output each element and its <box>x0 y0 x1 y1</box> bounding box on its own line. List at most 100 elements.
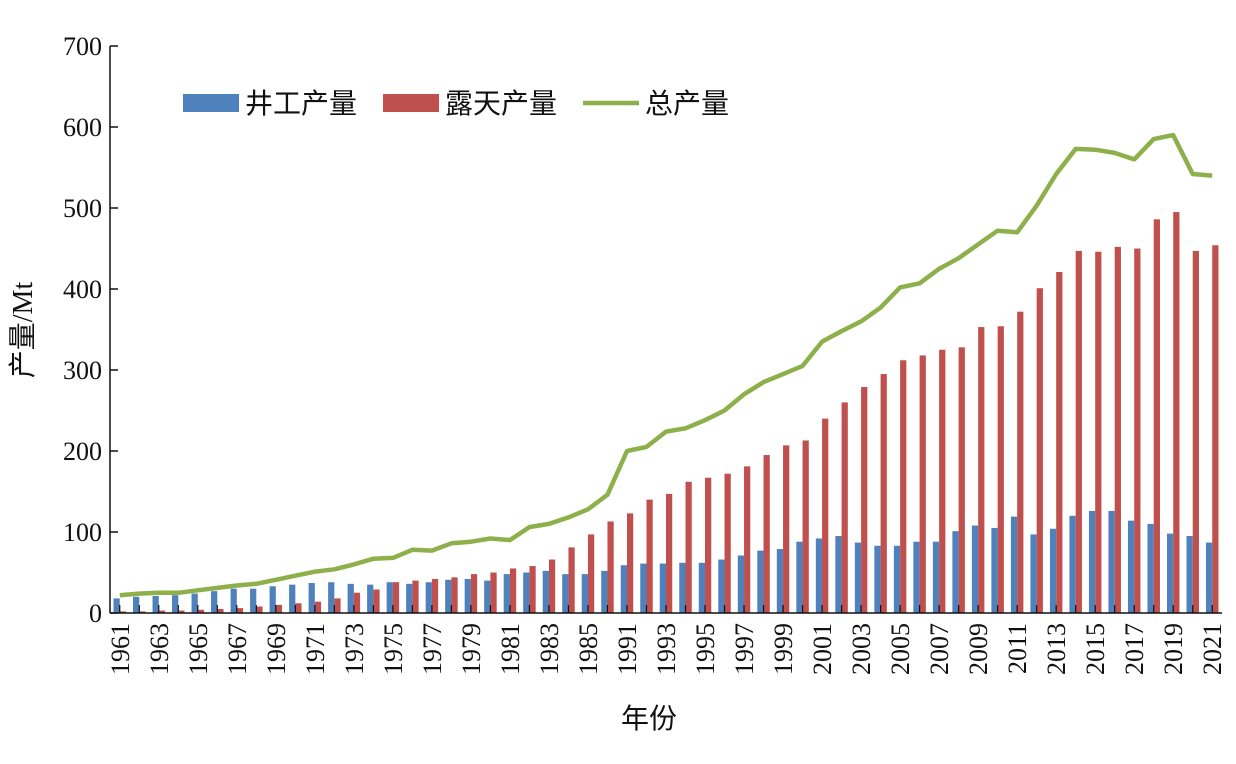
bar <box>1095 251 1102 614</box>
bar <box>503 574 510 613</box>
x-tick-label: 1983 <box>535 623 564 675</box>
bar <box>971 525 979 613</box>
bar <box>932 541 940 613</box>
x-tick-label: 2009 <box>964 623 993 675</box>
y-tick-label: 100 <box>63 518 102 547</box>
bar <box>646 499 653 613</box>
bar <box>958 347 965 613</box>
bar <box>997 326 1004 613</box>
bar <box>841 402 848 613</box>
x-tick-label: 2019 <box>1159 623 1188 675</box>
legend-label: 总产量 <box>645 88 729 120</box>
x-tick-label: 1985 <box>574 623 603 675</box>
bar <box>1153 219 1160 613</box>
bar <box>295 603 302 613</box>
bar <box>822 418 829 613</box>
bar <box>431 578 439 613</box>
x-tick-label: 2017 <box>1120 623 1149 675</box>
bar <box>1108 510 1115 613</box>
x-tick-label: 1991 <box>613 623 642 675</box>
y-tick-label: 700 <box>63 32 102 61</box>
x-tick-label: 2013 <box>1042 623 1071 675</box>
bar <box>334 598 341 613</box>
bar <box>763 455 770 613</box>
bar <box>1192 250 1199 613</box>
bar <box>1069 515 1076 613</box>
bar <box>211 591 218 613</box>
bar <box>861 387 868 613</box>
bar <box>490 572 497 613</box>
bar <box>835 536 842 613</box>
bar <box>705 477 712 613</box>
bar <box>815 538 823 613</box>
bar <box>1049 528 1057 613</box>
bar <box>425 582 432 613</box>
bar <box>893 545 901 613</box>
x-tick-label: 1999 <box>769 623 798 675</box>
bar <box>718 559 725 613</box>
bar <box>1010 516 1018 613</box>
bar <box>666 493 673 613</box>
bar <box>412 580 419 613</box>
bar <box>854 542 862 613</box>
bar <box>275 604 283 613</box>
x-axis-label: 年份 <box>621 703 677 735</box>
bar <box>685 481 692 613</box>
bar <box>744 466 751 613</box>
bar <box>1212 245 1219 613</box>
bar <box>796 541 803 613</box>
bar <box>587 534 595 613</box>
bar <box>1036 288 1043 613</box>
x-tick-label: 2007 <box>925 623 954 675</box>
bar <box>783 445 790 613</box>
bar <box>269 586 276 613</box>
bar <box>250 588 257 613</box>
bar <box>1173 212 1180 614</box>
bar <box>509 568 517 613</box>
bar <box>236 608 244 613</box>
y-tick-label: 200 <box>63 437 102 466</box>
bar <box>913 541 920 613</box>
bar <box>386 582 393 613</box>
x-tick-label: 2011 <box>1003 623 1032 674</box>
y-tick-label: 400 <box>63 275 102 304</box>
bar <box>939 349 946 613</box>
bar <box>581 574 588 613</box>
bar <box>607 521 614 613</box>
bar <box>328 582 335 613</box>
x-tick-label: 2001 <box>808 623 837 675</box>
bar <box>308 583 315 613</box>
bar <box>217 608 224 613</box>
x-tick-label: 1979 <box>457 623 486 675</box>
bar <box>178 610 185 613</box>
bar <box>1127 520 1135 613</box>
bar <box>119 611 126 613</box>
bar <box>152 595 159 613</box>
bar <box>1056 271 1063 613</box>
y-tick-label: 600 <box>63 113 102 142</box>
bar <box>1134 248 1141 613</box>
bar <box>172 595 179 613</box>
x-tick-label: 2021 <box>1198 623 1227 675</box>
bar <box>158 610 166 613</box>
legend-swatch <box>183 94 239 112</box>
x-tick-label: 1963 <box>145 623 174 675</box>
x-tick-label: 1977 <box>418 623 447 675</box>
x-tick-label: 1973 <box>340 623 369 675</box>
bar <box>640 563 647 613</box>
bar <box>978 327 985 613</box>
bar <box>529 566 536 613</box>
x-tick-label: 1965 <box>184 623 213 675</box>
bar <box>523 572 530 613</box>
x-tick-label: 1997 <box>730 623 759 675</box>
bar <box>1147 523 1154 613</box>
bar <box>1114 246 1121 613</box>
legend-label: 井工产量 <box>245 88 357 120</box>
bar <box>900 360 907 613</box>
bar <box>548 559 556 613</box>
bar <box>484 580 491 613</box>
bar <box>1030 534 1037 613</box>
bar <box>601 570 608 613</box>
y-tick-label: 500 <box>63 194 102 223</box>
